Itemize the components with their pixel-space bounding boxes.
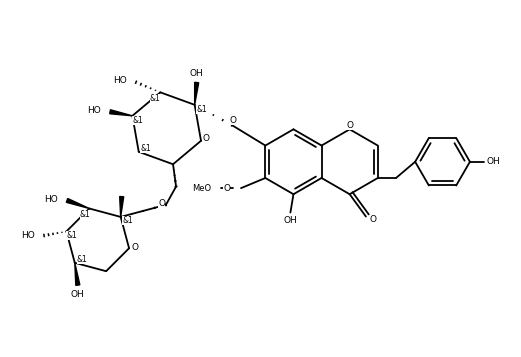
Text: O: O (224, 183, 230, 193)
Text: HO: HO (21, 231, 35, 240)
Text: OH: OH (190, 69, 204, 78)
Text: &1: &1 (141, 144, 151, 153)
Text: &1: &1 (132, 116, 143, 125)
Text: OH: OH (71, 290, 85, 299)
Text: MeO: MeO (192, 183, 212, 193)
Text: O: O (369, 215, 377, 224)
Text: HO: HO (44, 195, 58, 204)
Text: &1: &1 (196, 105, 207, 114)
Polygon shape (75, 263, 80, 285)
Text: &1: &1 (77, 255, 87, 264)
Polygon shape (110, 110, 132, 116)
Polygon shape (66, 198, 89, 208)
Text: HO: HO (87, 106, 101, 115)
Text: OH: OH (487, 157, 500, 166)
Text: &1: &1 (150, 94, 160, 103)
Polygon shape (195, 82, 199, 105)
Text: O: O (230, 116, 237, 125)
Text: O: O (158, 199, 165, 208)
Text: &1: &1 (66, 231, 77, 240)
Text: O: O (346, 121, 353, 130)
Text: O: O (203, 134, 209, 143)
Text: OH: OH (283, 216, 297, 225)
Text: &1: &1 (80, 210, 91, 219)
Text: O: O (132, 243, 139, 252)
Polygon shape (120, 196, 123, 217)
Text: HO: HO (113, 76, 127, 85)
Text: &1: &1 (122, 216, 133, 226)
